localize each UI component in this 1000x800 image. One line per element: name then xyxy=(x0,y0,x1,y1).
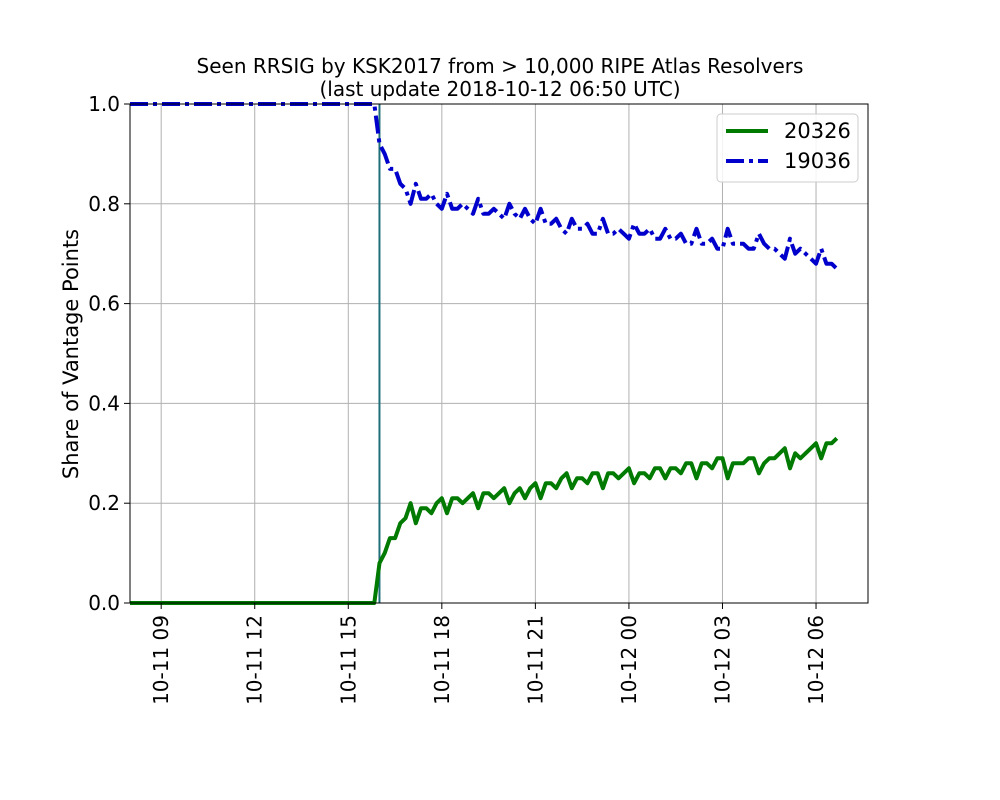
x-tick-label: 10-11 15 xyxy=(336,615,360,705)
series-layer xyxy=(130,102,839,605)
plot-frame xyxy=(129,103,869,604)
x-tick-label: 10-11 21 xyxy=(523,615,547,705)
y-tick-label: 0.4 xyxy=(88,391,120,415)
legend-label-20326: 20326 xyxy=(784,119,851,143)
y-tick-label: 0.0 xyxy=(88,591,120,615)
x-tick-label: 10-12 00 xyxy=(617,615,641,705)
x-tick-label: 10-11 18 xyxy=(430,615,454,705)
series-line-20326 xyxy=(130,436,839,605)
grid xyxy=(130,103,868,604)
x-tick-label: 10-11 12 xyxy=(243,615,267,705)
chart-title: Seen RRSIG by KSK2017 from > 10,000 RIPE… xyxy=(197,54,804,78)
legend: 20326 19036 xyxy=(716,113,859,183)
y-tick-label: 0.2 xyxy=(88,491,120,515)
x-axis: 10-11 09 10-11 12 10-11 15 10-11 18 10-11 21… xyxy=(149,603,828,705)
x-tick-label: 10-12 06 xyxy=(804,615,828,705)
chart-subtitle: (last update 2018-10-12 06:50 UTC) xyxy=(319,77,680,101)
x-tick-label: 10-11 09 xyxy=(149,615,173,705)
y-tick-label: 0.8 xyxy=(88,192,120,216)
y-axis-label: Share of Vantage Points xyxy=(59,229,83,479)
x-tick-label: 10-12 03 xyxy=(710,615,734,705)
series-line-19036 xyxy=(130,102,839,271)
legend-label-19036: 19036 xyxy=(784,149,851,173)
y-axis: 0.0 0.2 0.4 0.6 0.8 1.0 xyxy=(88,92,130,615)
y-tick-label: 0.6 xyxy=(88,292,120,316)
y-tick-label: 1.0 xyxy=(88,92,120,116)
